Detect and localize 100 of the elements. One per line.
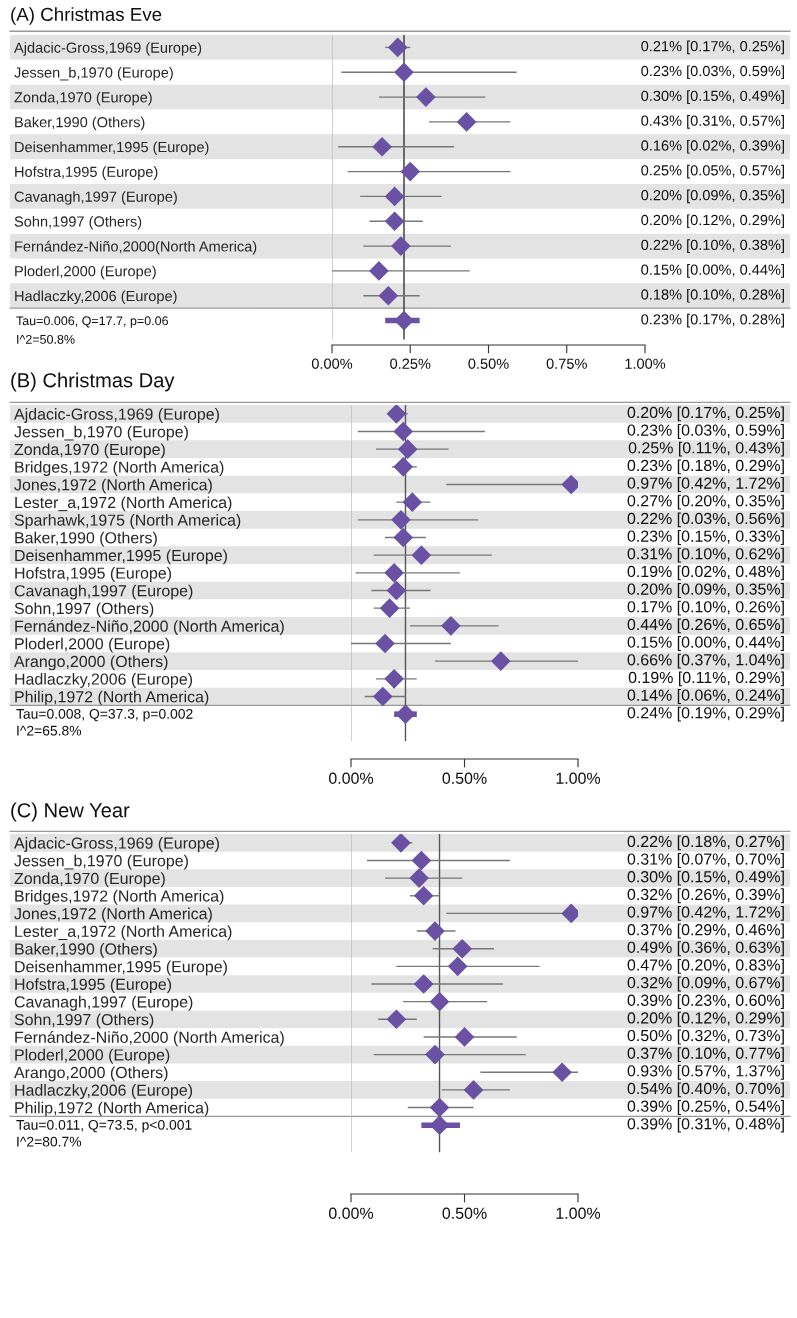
y-tick-label: Zonda,1970 (Europe) <box>14 872 165 888</box>
point <box>386 405 406 424</box>
point <box>375 633 395 654</box>
y-tick-label: Arango,2000 (Others) <box>14 1066 168 1082</box>
x-tick-label: 1.00% <box>556 772 601 784</box>
y-tick-label: Deisenhammer,1995 (Europe) <box>15 141 209 156</box>
data-label: 0.47% [0.20%, 0.83%] <box>627 958 784 974</box>
data-label: 0.21% [0.17%, 0.25%] <box>641 40 784 55</box>
point <box>441 616 461 636</box>
point <box>369 261 389 281</box>
point <box>372 137 392 157</box>
y-tick-label: Jessen_b,1970 (Europe) <box>14 425 188 441</box>
y-tick-label: Sohn,1997 (Others) <box>14 602 154 618</box>
point <box>384 669 404 689</box>
data-label: 0.23% [0.17%, 0.28%] <box>641 313 784 328</box>
point <box>388 37 408 57</box>
data-label: 0.15% [0.00%, 0.44%] <box>641 264 784 278</box>
y-tick-label: Philip,1972 (North America) <box>15 1101 209 1117</box>
point <box>416 87 436 107</box>
data-label: 0.16% [0.02%, 0.39%] <box>641 139 784 154</box>
data-label: 0.32% [0.09%, 0.67%] <box>627 976 784 992</box>
y-tick-label: Jessen_b,1970 (Europe) <box>14 854 188 870</box>
data-label: 0.66% [0.37%, 1.04%] <box>627 653 784 669</box>
data-label: 0.31% [0.10%, 0.62%] <box>627 547 784 563</box>
data-label: 0.54% [0.40%, 0.70%] <box>627 1082 784 1098</box>
y-tick-label: Sohn,1997 (Others) <box>14 215 142 230</box>
point <box>414 886 434 906</box>
data-label: 0.30% [0.15%, 0.49%] <box>627 870 784 886</box>
data-label: 0.20% [0.09%, 0.35%] <box>641 189 784 204</box>
data-label: 0.23% [0.18%, 0.29%] <box>627 459 784 475</box>
point <box>491 651 511 671</box>
data-label: 0.50% [0.32%, 0.73%] <box>627 1029 784 1045</box>
point <box>384 563 404 583</box>
point <box>454 1027 475 1047</box>
y-tick-label: Sparhawk,1975 (North America) <box>14 514 241 529</box>
y-tick-label: Jones,1972 (North America) <box>14 907 212 923</box>
y-tick-label: Bridges,1972 (North America) <box>15 461 224 476</box>
point <box>385 211 405 231</box>
point <box>411 850 431 871</box>
y-tick-label: Zonda,1970 (Europe) <box>14 91 152 106</box>
data-label: 0.19% [0.02%, 0.48%] <box>627 565 784 581</box>
y-tick-label: Bridges,1972 (North America) <box>15 889 224 905</box>
x-tick-label: 0.25% <box>390 358 431 369</box>
data-label: 0.37% [0.10%, 0.77%] <box>627 1047 784 1063</box>
y-tick-label: Jessen_b,1970 (Europe) <box>14 66 173 81</box>
point <box>414 974 434 994</box>
x-tick-label: 0.00% <box>311 358 353 369</box>
y-tick-label: Fernández-Niño,2000 (North America) <box>15 619 284 636</box>
point <box>409 868 429 888</box>
y-tick-label: Hadlaczky,2006 (Europe) <box>15 1084 193 1099</box>
y-tick-label: Hadlaczky,2006 (Europe) <box>15 673 193 688</box>
data-label: 0.31% [0.07%, 0.70%] <box>627 853 784 868</box>
data-label: 0.97% [0.42%, 1.72%] <box>627 477 784 492</box>
point <box>448 956 468 976</box>
y-tick-label: Ploderl,2000 (Europe) <box>15 265 156 280</box>
text: Tau=0.011, Q=73.5, p<0.001 <box>16 1119 192 1133</box>
x-tick-label: 0.50% <box>442 1207 487 1219</box>
data-label: 0.15% [0.00%, 0.44%] <box>627 636 784 651</box>
point <box>385 186 405 206</box>
point <box>391 236 411 256</box>
y-tick-label: Baker,1990 (Others) <box>15 942 157 958</box>
data-label: 0.22% [0.10%, 0.38%] <box>641 239 784 253</box>
data-label: 0.20% [0.12%, 0.29%] <box>627 1011 784 1027</box>
data-label: 0.18% [0.10%, 0.28%] <box>641 288 784 303</box>
x-tick-label: 0.75% <box>546 358 587 369</box>
x-tick-label: 1.00% <box>556 1207 601 1219</box>
y-tick-label: Baker,1990 (Others) <box>15 531 157 547</box>
point <box>425 921 445 941</box>
y-tick-label: Fernández-Niño,2000(North America) <box>15 240 257 255</box>
x-tick-label: 0.00% <box>328 772 374 784</box>
data-label: 0.20% [0.09%, 0.35%] <box>627 583 784 598</box>
y-tick-label: Ajdacic-Gross,1969 (Europe) <box>14 408 219 423</box>
text: (C) New Year <box>11 802 130 822</box>
y-tick-label: Jones,1972 (North America) <box>14 478 212 494</box>
y-tick-label: Hofstra,1995 (Europe) <box>15 166 158 180</box>
y-tick-label: Zonda,1970 (Europe) <box>14 443 165 459</box>
point <box>386 1009 406 1029</box>
point <box>561 474 578 495</box>
data-label: 0.23% [0.15%, 0.33%] <box>627 530 784 545</box>
point <box>395 704 416 724</box>
data-label: 0.39% [0.23%, 0.60%] <box>627 994 784 1010</box>
x-tick-label: 0.00% <box>328 1207 374 1219</box>
point <box>394 62 414 82</box>
point <box>393 527 413 548</box>
y-tick-label: Cavanagh,1997 (Europe) <box>14 584 193 600</box>
point <box>393 457 413 477</box>
data-label: 0.19% [0.11%, 0.29%] <box>628 671 784 687</box>
point <box>402 492 422 512</box>
point <box>394 311 414 331</box>
point <box>380 598 400 618</box>
data-label: 0.17% [0.10%, 0.26%] <box>627 600 784 616</box>
x-tick-label: 0.50% <box>442 772 487 784</box>
point <box>391 510 411 530</box>
x-tick-label: 1.00% <box>625 358 666 369</box>
data-label: 0.30% [0.15%, 0.49%] <box>641 90 784 104</box>
point <box>464 1080 484 1100</box>
y-tick-label: Cavanagh,1997 (Europe) <box>14 191 177 205</box>
text: (A) Christmas Eve <box>11 7 162 25</box>
y-tick-label: Fernández-Niño,2000 (North America) <box>15 1031 284 1047</box>
x-tick-label: 0.50% <box>468 358 509 369</box>
